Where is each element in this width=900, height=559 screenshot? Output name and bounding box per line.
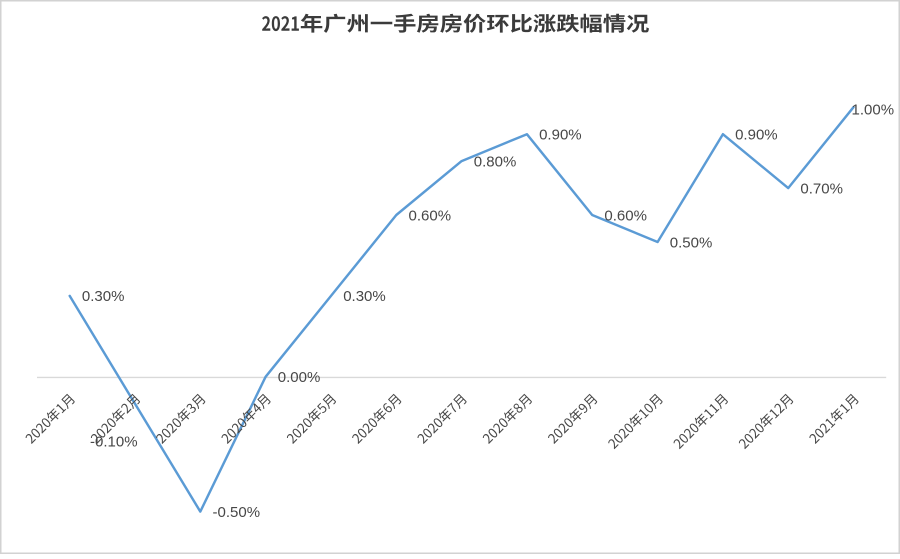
svg-text:0.80%: 0.80% <box>474 153 517 170</box>
svg-text:0.90%: 0.90% <box>539 127 582 144</box>
svg-text:0.60%: 0.60% <box>409 207 452 224</box>
svg-text:-0.10%: -0.10% <box>90 433 138 450</box>
svg-text:0.60%: 0.60% <box>604 207 647 224</box>
svg-text:0.30%: 0.30% <box>82 288 125 305</box>
svg-text:-0.50%: -0.50% <box>213 504 261 521</box>
svg-text:1.00%: 1.00% <box>852 101 895 118</box>
svg-text:0.90%: 0.90% <box>735 127 778 144</box>
svg-text:0.70%: 0.70% <box>800 180 843 197</box>
svg-text:0.50%: 0.50% <box>670 234 713 251</box>
svg-text:0.30%: 0.30% <box>343 288 386 305</box>
svg-text:0.00%: 0.00% <box>278 369 321 386</box>
